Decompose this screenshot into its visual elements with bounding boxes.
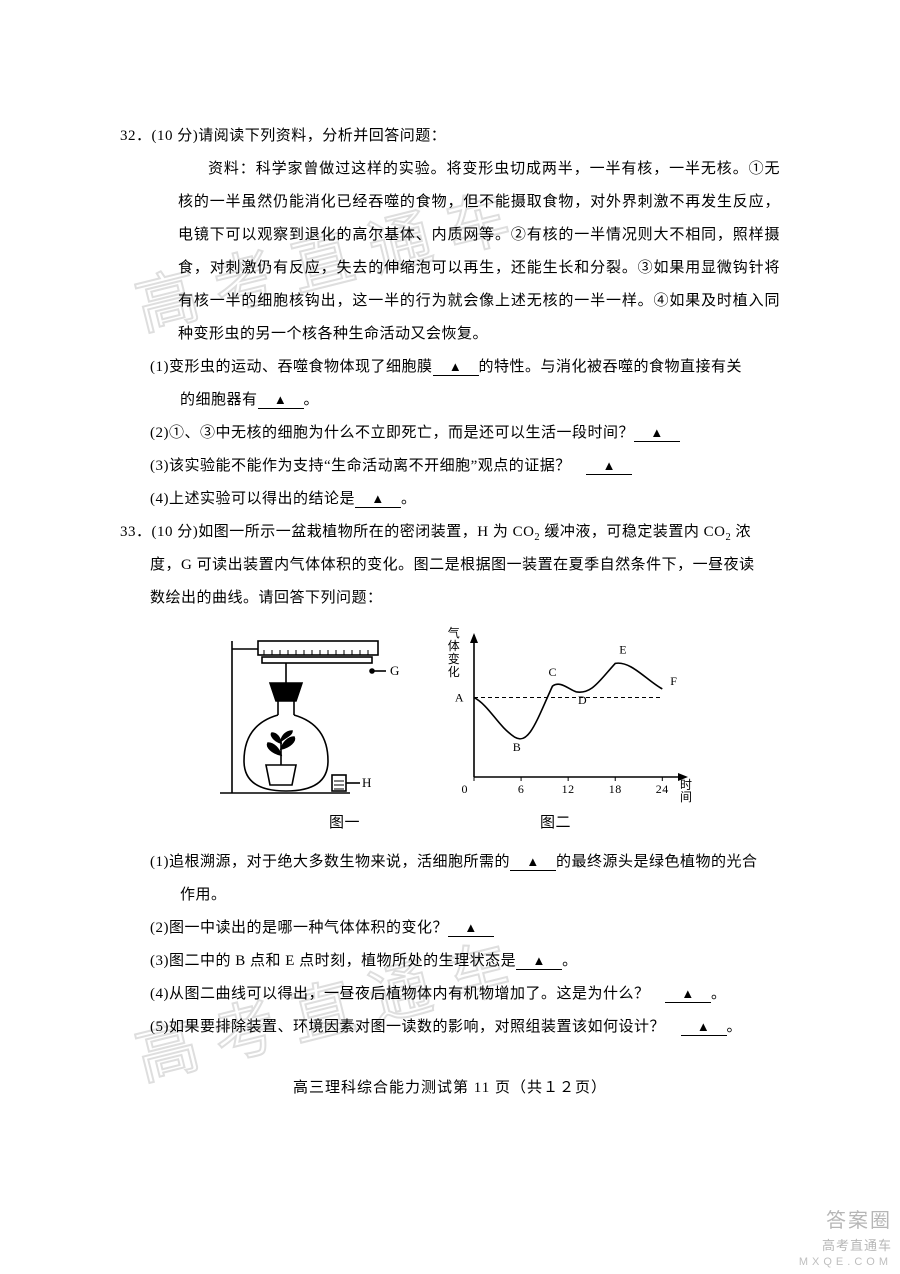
svg-text:24: 24	[656, 782, 669, 796]
svg-text:D: D	[578, 693, 587, 707]
q33-s4b: 。	[711, 986, 727, 1002]
q33-head: 33．(10 分)如图一所示一盆栽植物所在的密闭装置，H 为 CO2 缓冲液，可…	[120, 516, 780, 549]
blank	[433, 360, 479, 376]
svg-text:体: 体	[448, 639, 461, 653]
q32-s1d: 。	[304, 392, 320, 408]
q33-s3a: (3)图二中的 B 点和 E 点时刻，植物所处的生理状态是	[150, 953, 516, 969]
svg-text:18: 18	[609, 782, 622, 796]
q33-s1a: (1)追根溯源，对于绝大多数生物来说，活细胞所需的	[150, 854, 510, 870]
blank	[681, 1020, 727, 1036]
blank	[355, 492, 401, 508]
figure-labels: 图一 图二	[120, 807, 780, 840]
q33-s5a: (5)如果要排除装置、环境因素对图一读数的影响，对照组装置该如何设计？	[150, 1019, 665, 1035]
q33-sub2: (2)图一中读出的是哪一种气体体积的变化？	[120, 912, 780, 945]
q33-s2a: (2)图一中读出的是哪一种气体体积的变化？	[150, 920, 448, 936]
q33-head-c: 浓	[731, 524, 751, 540]
svg-text:间: 间	[680, 790, 693, 803]
q32-s2a: (2)①、③中无核的细胞为什么不立即死亡，而是还可以生活一段时间？	[150, 425, 634, 441]
svg-text:气: 气	[448, 625, 461, 640]
svg-text:B: B	[513, 740, 522, 754]
page-footer: 高三理科综合能力测试第 11 页（共１２页）	[120, 1072, 780, 1105]
figures-row: G H 61218240ABCDEF气体变化时间	[120, 623, 780, 803]
svg-text:E: E	[619, 642, 627, 656]
q32-head: 32．(10 分)请阅读下列资料，分析并回答问题：	[120, 120, 780, 153]
figure-2-chart: 61218240ABCDEF气体变化时间	[440, 623, 700, 803]
blank	[258, 393, 304, 409]
blank	[586, 459, 632, 475]
blank	[516, 954, 562, 970]
q32-s1c: 的细胞器有	[180, 392, 258, 408]
q33-s1b: 的最终源头是绿色植物的光合	[556, 854, 758, 870]
q33-line2: 度，G 可读出装置内气体体积的变化。图二是根据图一装置在夏季自然条件下，一昼夜读	[120, 549, 780, 582]
q33-sub3: (3)图二中的 B 点和 E 点时刻，植物所处的生理状态是 。	[120, 945, 780, 978]
svg-text:变: 变	[448, 651, 461, 666]
q32-s1b: 的特性。与消化被吞噬的食物直接有关	[479, 359, 743, 375]
corner-watermark: 答案圈 高考直通车 MXQE.COM	[791, 1198, 900, 1274]
q32-s3a: (3)该实验能不能作为支持“生命活动离不开细胞”观点的证据？	[150, 458, 571, 474]
q32-s4a: (4)上述实验可以得出的结论是	[150, 491, 355, 507]
q32-sub3: (3)该实验能不能作为支持“生命活动离不开细胞”观点的证据？	[120, 450, 780, 483]
corner-wm-line1: 答案圈	[826, 1204, 892, 1233]
q32-passage: 资料：科学家曾做过这样的实验。将变形虫切成两半，一半有核，一半无核。①无核的一半…	[120, 153, 780, 351]
q33-s4a: (4)从图二曲线可以得出，一昼夜后植物体内有机物增加了。这是为什么？	[150, 986, 650, 1002]
blank	[448, 921, 494, 937]
q32-s1a: (1)变形虫的运动、吞噬食物体现了细胞膜	[150, 359, 433, 375]
q33-sub5: (5)如果要排除装置、环境因素对图一读数的影响，对照组装置该如何设计？ 。	[120, 1011, 780, 1044]
q32-sub1-line2: 的细胞器有 。	[120, 384, 780, 417]
q33-s5b: 。	[727, 1019, 743, 1035]
corner-wm-line2: 高考直通车	[822, 1235, 892, 1254]
svg-text:6: 6	[518, 782, 525, 796]
q33-sub1: (1)追根溯源，对于绝大多数生物来说，活细胞所需的 的最终源头是绿色植物的光合	[120, 846, 780, 879]
fig2-label: 图二	[540, 807, 571, 840]
label-G: G	[390, 663, 400, 678]
q33-line3: 数绘出的曲线。请回答下列问题：	[120, 582, 780, 615]
svg-text:化: 化	[448, 665, 461, 679]
blank	[510, 855, 556, 871]
svg-text:12: 12	[562, 782, 575, 796]
label-H: H	[362, 775, 372, 790]
svg-text:A: A	[455, 691, 464, 705]
corner-wm-line3: MXQE.COM	[799, 1256, 892, 1268]
q32-sub2: (2)①、③中无核的细胞为什么不立即死亡，而是还可以生活一段时间？	[120, 417, 780, 450]
q33-sub1-line2: 作用。	[120, 879, 780, 912]
blank	[634, 426, 680, 442]
svg-text:0: 0	[462, 782, 469, 796]
figure-1-apparatus: G H	[200, 623, 400, 803]
fig1-label: 图一	[329, 807, 360, 840]
q33-head-b: 缓冲液，可稳定装置内 CO	[540, 524, 725, 540]
svg-text:F: F	[670, 674, 677, 688]
q33-s3b: 。	[562, 953, 578, 969]
q32-s4b: 。	[401, 491, 417, 507]
q33-head-a: 33．(10 分)如图一所示一盆栽植物所在的密闭装置，H 为 CO	[120, 524, 534, 540]
q32-sub1: (1)变形虫的运动、吞噬食物体现了细胞膜 的特性。与消化被吞噬的食物直接有关	[120, 351, 780, 384]
svg-text:C: C	[548, 665, 557, 679]
q33-sub4: (4)从图二曲线可以得出，一昼夜后植物体内有机物增加了。这是为什么？ 。	[120, 978, 780, 1011]
page-content: 32．(10 分)请阅读下列资料，分析并回答问题： 资料：科学家曾做过这样的实验…	[120, 120, 780, 1105]
q32-sub4: (4)上述实验可以得出的结论是 。	[120, 483, 780, 516]
blank	[665, 987, 711, 1003]
